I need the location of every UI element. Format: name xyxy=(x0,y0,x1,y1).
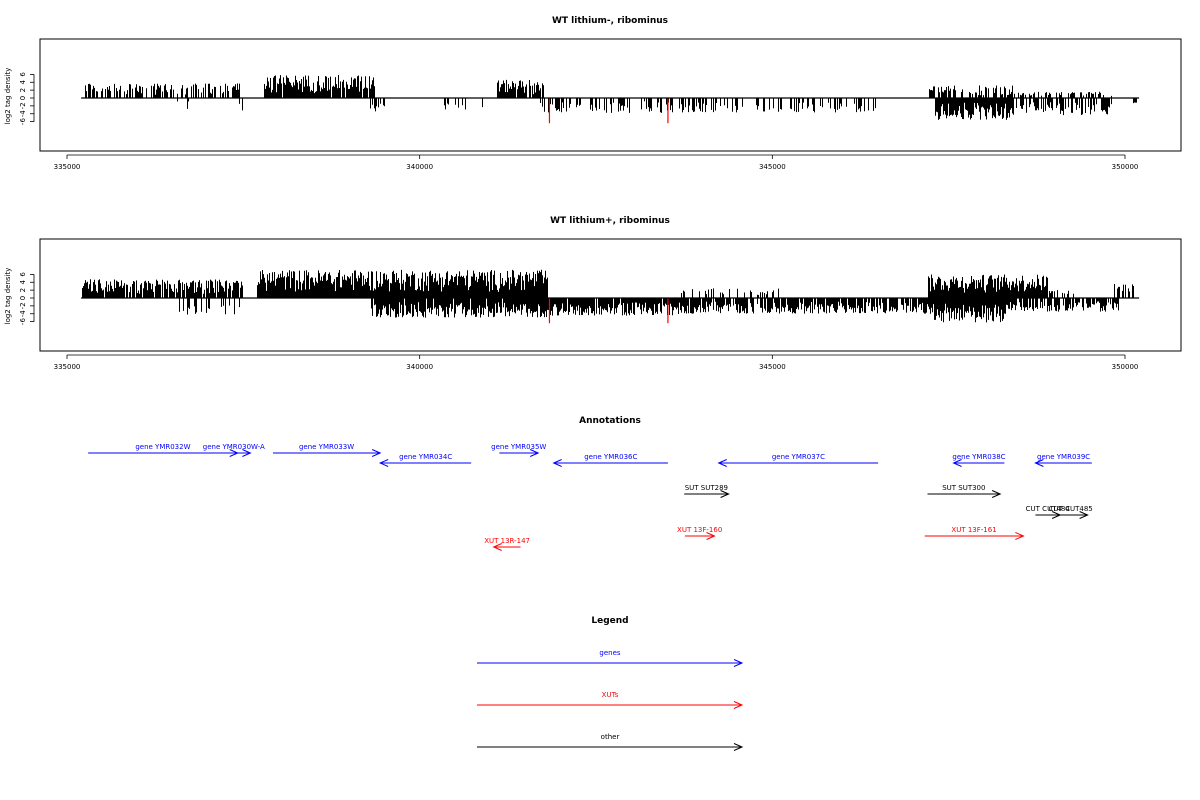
feature-label: gene YMR032W xyxy=(135,443,190,451)
legend: Legend genes XUTs other xyxy=(477,616,744,751)
annotation-feature: CUT CUT485 xyxy=(1049,505,1093,519)
track-panel-lithium-minus: WT lithium-, ribominus log2 tag density … xyxy=(4,16,1182,171)
legend-label: XUTs xyxy=(602,691,619,699)
annotation-feature: gene YMR037C xyxy=(717,453,879,467)
feature-arrow-head xyxy=(991,490,1002,498)
y-tick-label: -6 xyxy=(19,318,27,326)
y-tick-label: 4 xyxy=(19,80,27,85)
feature-label: gene YMR034C xyxy=(399,453,452,461)
feature-arrow-head xyxy=(1015,532,1025,540)
x-tick-label: 350000 xyxy=(1112,163,1139,171)
annotation-feature: XUT 13F-161 xyxy=(924,526,1025,540)
annotation-feature: gene YMR034C xyxy=(378,453,472,467)
feature-arrow-head xyxy=(720,490,730,498)
y-tick-label: 6 xyxy=(19,72,27,77)
axes: 6 4 2 0 -2-4-6 335000 340000 345000 350000 xyxy=(19,72,1140,171)
y-tick-label: -6 xyxy=(19,118,27,126)
y-axis-label: log2 tag density xyxy=(4,268,12,325)
y-tick-label: -2 xyxy=(19,302,27,309)
plot-frame xyxy=(39,38,1182,152)
annotation-feature: gene YMR033W xyxy=(272,443,382,457)
feature-arrow-head xyxy=(492,543,502,551)
y-tick-label: 2 xyxy=(19,288,27,292)
bar-series xyxy=(82,269,1134,324)
legend-entries: genes XUTs other xyxy=(477,649,744,751)
annotation-feature: gene YMR030W-A xyxy=(203,443,265,457)
annotation-feature: SUT SUT300 xyxy=(927,484,1002,498)
legend-entry-xuts: XUTs xyxy=(477,691,744,709)
annotation-feature: gene YMR039C xyxy=(1034,453,1092,467)
feature-arrow-head xyxy=(952,459,962,467)
feature-label: gene YMR030W-A xyxy=(203,443,265,451)
annotation-feature: gene YMR036C xyxy=(552,453,668,467)
feature-arrow-head xyxy=(1079,511,1089,519)
feature-label: SUT SUT300 xyxy=(942,484,985,492)
legend-entry-genes: genes xyxy=(477,649,744,667)
annotation-features: gene YMR032W gene YMR030W-A gene YMR033W ge… xyxy=(88,443,1093,551)
legend-title: Legend xyxy=(591,616,628,626)
feature-label: gene YMR036C xyxy=(584,453,637,461)
feature-arrow-head xyxy=(378,459,389,467)
track-title: WT lithium-, ribominus xyxy=(552,16,668,26)
y-tick-label: 6 xyxy=(19,272,27,277)
feature-label: XUT 13F-160 xyxy=(677,526,722,534)
x-tick-label: 345000 xyxy=(759,163,786,171)
legend-label: other xyxy=(601,733,620,741)
feature-label: XUT 13F-161 xyxy=(951,526,996,534)
feature-label: gene YMR035W xyxy=(491,443,546,451)
feature-arrow-head xyxy=(733,743,744,751)
feature-arrow-head xyxy=(1034,459,1044,467)
x-tick-label: 340000 xyxy=(406,163,433,171)
x-tick-label: 335000 xyxy=(54,363,81,371)
legend-label: genes xyxy=(599,649,620,657)
annotation-feature: gene YMR035W xyxy=(491,443,546,457)
feature-arrow-head xyxy=(733,659,744,667)
x-tick-label: 340000 xyxy=(406,363,433,371)
x-tick-label: 335000 xyxy=(54,163,81,171)
feature-arrow-head xyxy=(706,532,716,540)
feature-arrow-head xyxy=(242,449,252,457)
feature-arrow-head xyxy=(529,449,540,457)
y-tick-label: 2 xyxy=(19,88,27,92)
annotations-title: Annotations xyxy=(579,416,641,426)
y-tick-label: -4 xyxy=(19,310,27,318)
annotation-feature: XUT 13R-147 xyxy=(484,537,530,551)
y-tick-label: 0 xyxy=(19,96,27,100)
y-tick-label: -2 xyxy=(19,102,27,109)
axes: 6 4 2 0 -2-4-6 335000 340000 345000 350000 xyxy=(19,272,1140,371)
annotation-feature: SUT SUT289 xyxy=(684,484,730,498)
feature-label: gene YMR033W xyxy=(299,443,354,451)
y-tick-label: 4 xyxy=(19,280,27,285)
feature-label: SUT SUT289 xyxy=(685,484,728,492)
x-tick-label: 345000 xyxy=(759,363,786,371)
plot-frame xyxy=(39,238,1182,352)
annotation-feature: XUT 13F-160 xyxy=(677,526,722,540)
feature-arrow-head xyxy=(371,449,382,457)
feature-label: gene YMR039C xyxy=(1037,453,1090,461)
x-tick-label: 350000 xyxy=(1112,363,1139,371)
feature-label: XUT 13R-147 xyxy=(484,537,530,545)
feature-label: gene YMR037C xyxy=(772,453,825,461)
y-axis-label: log2 tag density xyxy=(4,68,12,125)
feature-label: CUT CUT484 xyxy=(1026,505,1071,513)
bar-series xyxy=(85,74,1137,124)
annotation-feature: gene YMR038C xyxy=(952,453,1006,467)
legend-entry-other: other xyxy=(477,733,744,751)
feature-label: CUT CUT485 xyxy=(1049,505,1093,513)
y-tick-label: 0 xyxy=(19,296,27,300)
feature-arrow-head xyxy=(733,701,744,709)
track-title: WT lithium+, ribominus xyxy=(550,216,670,226)
feature-arrow-head xyxy=(552,459,562,467)
feature-arrow-head xyxy=(717,459,727,467)
annotations-panel: Annotations gene YMR032W gene YMR030W-A ge… xyxy=(88,416,1093,551)
y-tick-label: -4 xyxy=(19,110,27,118)
track-panel-lithium-plus: WT lithium+, ribominus log2 tag density … xyxy=(4,216,1182,371)
feature-label: gene YMR038C xyxy=(952,453,1005,461)
